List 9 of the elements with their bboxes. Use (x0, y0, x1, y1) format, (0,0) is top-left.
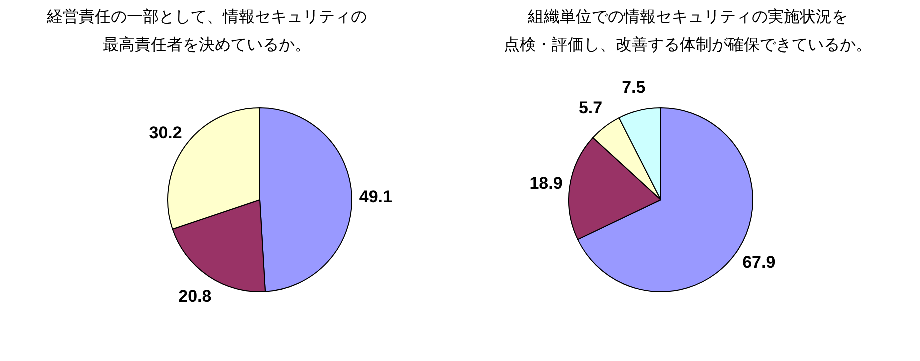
data-label: 49.1 (359, 188, 392, 207)
chart-title: 経営責任の一部として、情報セキュリティの最高責任者を決めているか。 (46, 7, 367, 54)
data-label: 5.7 (578, 98, 603, 118)
chart-title: 組織単位での情報セキュリティの実施状況を点検・評価し、改善する体制が確保できているか。 (504, 7, 872, 54)
data-label: 20.8 (178, 287, 212, 306)
data-label: 18.9 (530, 174, 563, 193)
data-label: 67.9 (742, 252, 776, 272)
data-label: 7.5 (622, 78, 646, 98)
data-label: 30.2 (149, 123, 182, 142)
